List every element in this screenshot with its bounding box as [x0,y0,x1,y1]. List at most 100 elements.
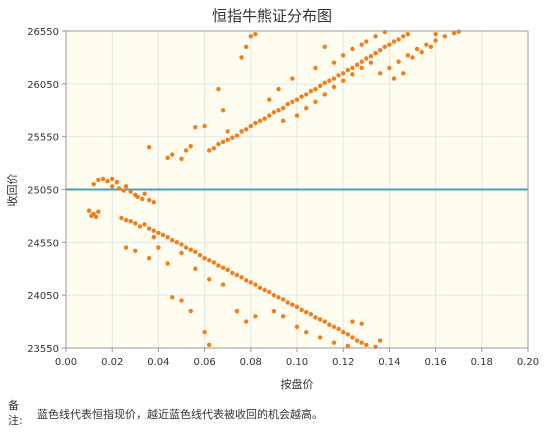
scatter-point [179,250,184,256]
scatter-point [262,287,267,293]
scatter-point [146,145,152,150]
scatter-point [401,34,406,39]
scatter-point [271,110,277,115]
scatter-point [220,282,226,287]
scatter-point [419,49,424,55]
scatter-point [96,209,101,214]
scatter-point [271,308,277,314]
scatter-point [377,47,383,53]
scatter-point [364,342,369,348]
scatter-point [294,304,300,309]
scatter-point [183,148,189,153]
y-tick-label: 24050 [27,291,59,302]
scatter-point [341,329,346,335]
x-tick-label: 0.12 [332,357,354,368]
scatter-point [146,197,152,203]
scatter-point [100,176,106,182]
scatter-point [280,105,286,111]
scatter-point [239,129,244,134]
x-tick-label: 0.20 [517,357,539,368]
scatter-point [336,326,341,332]
scatter-point [91,182,96,187]
scatter-point [299,94,304,99]
chart: 恒指牛熊证分布图 0.00 0.02 0.04 0.06 0.08 0.10 0.12 0.1… [5,7,539,391]
x-tick-label: 0.08 [240,357,262,368]
scatter-point [359,340,364,345]
y-tick-label: 24550 [27,238,59,249]
scatter-point [137,224,143,229]
scatter-point [280,297,286,302]
scatter-point [165,155,170,160]
scatter-point [230,135,235,140]
scatter-point [304,309,309,315]
x-axis-ticks: 0.00 0.02 0.04 0.06 0.08 0.10 0.12 0.14 0.16 0.18… [55,348,539,368]
scatter-point [276,108,281,113]
x-tick-label: 0.00 [55,357,77,368]
scatter-point [276,86,281,92]
scatter-point [322,319,327,324]
scatter-point [364,56,369,61]
scatter-point [248,280,253,285]
scatter-point [119,215,124,221]
scatter-point [317,83,323,89]
scatter-point [345,67,351,73]
scatter-point [114,179,120,185]
scatter-point [327,78,332,83]
scatter-point [207,258,212,263]
scatter-point [207,148,212,153]
scatter-point [211,260,217,265]
scatter-point [86,208,92,213]
scatter-point [267,113,272,118]
scatter-point [243,278,249,283]
scatter-point [179,298,184,303]
scatter-point [377,71,383,76]
scatter-point [243,127,249,132]
scatter-point [225,267,230,273]
scatter-point [267,289,272,295]
scatter-point [313,86,318,92]
scatter-point [387,65,392,71]
scatter-point [253,120,258,126]
scatter-point [183,245,189,250]
scatter-point [156,245,161,250]
scatter-point [331,76,337,81]
scatter-point [105,178,110,184]
scatter-point [322,92,327,97]
scatter-point [364,39,369,44]
scatter-point [290,76,295,81]
scatter-point [243,44,249,50]
scatter-point [142,222,147,227]
scatter-point [313,99,318,104]
scatter-point [391,76,397,81]
scatter-point [350,335,355,340]
scatter-point [345,343,351,349]
scatter-point [116,186,122,191]
scatter-point [165,261,170,266]
scatter-point [135,194,140,200]
scatter-point [382,44,387,50]
scatter-point [170,238,175,243]
scatter-point [93,214,99,220]
scatter-point [202,255,207,261]
scatter-point [156,230,161,236]
x-tick-label: 0.02 [101,357,123,368]
scatter-point [331,340,337,345]
scatter-point [239,55,244,60]
scatter-point [345,332,351,337]
scatter-point [350,319,355,324]
y-tick-label: 23550 [27,344,59,355]
scatter-point [151,228,156,233]
scatter-point [368,60,374,65]
scatter-point [146,255,152,261]
scatter-point [280,118,286,124]
scatter-point [179,156,184,162]
scatter-point [354,338,360,343]
scatter-point [133,248,138,253]
scatter-point [354,62,360,68]
scatter-point [424,42,429,47]
scatter-point [197,252,203,258]
scatter-point [267,97,272,102]
scatter-point [331,324,337,330]
scatter-point [193,266,198,271]
scatter-point [248,123,253,129]
